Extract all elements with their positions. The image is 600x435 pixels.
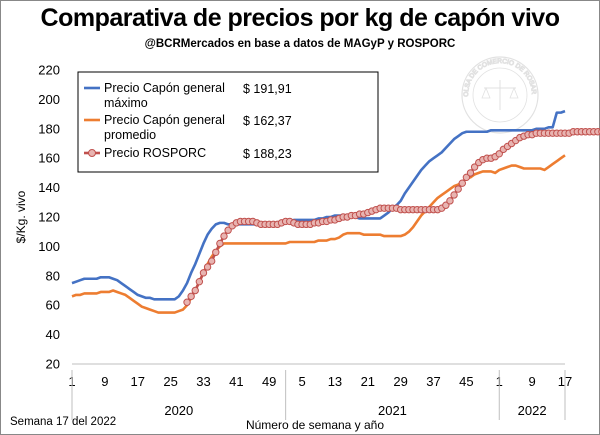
- series-marker: [207, 257, 216, 265]
- legend-label-3: Precio ROSPORC: [104, 146, 206, 160]
- legend-marker: [88, 149, 96, 157]
- series-marker: [466, 169, 475, 177]
- legend-box: [77, 71, 379, 173]
- year-label: 2022: [518, 403, 547, 418]
- y-tick-label: 200: [38, 92, 60, 107]
- legend-value-2: $ 162,37: [243, 114, 292, 128]
- series-marker: [183, 298, 191, 306]
- y-axis-label: $/Kg. vivo: [14, 190, 28, 243]
- footer-note: Semana 17 del 2022: [10, 416, 117, 428]
- y-tick-label: 60: [46, 298, 60, 313]
- series-marker: [187, 292, 195, 301]
- y-tick-label: 120: [38, 210, 60, 225]
- x-tick-label: 9: [101, 374, 108, 389]
- x-tick-label: 17: [130, 374, 144, 389]
- legend-label-1: Precio Capón general máximo: [104, 81, 225, 110]
- series-marker: [199, 269, 208, 277]
- chart-series: [71, 109, 600, 314]
- chart-subtitle: @BCRMercados en base a datos de MAGyP y …: [144, 38, 456, 50]
- legend-value-3: $ 188,23: [243, 147, 292, 161]
- legend-value-1: $ 191,91: [243, 82, 292, 96]
- x-tick-label: 49: [262, 374, 276, 389]
- y-tick-label: 100: [38, 239, 60, 254]
- y-tick-label: 180: [38, 121, 60, 136]
- y-tick-label: 80: [46, 268, 60, 283]
- year-label: 2020: [164, 403, 193, 418]
- series-marker: [462, 173, 471, 182]
- series-marker: [191, 286, 199, 295]
- series-marker: [442, 201, 450, 209]
- y-tick-label: 140: [38, 180, 60, 195]
- series-marker: [212, 248, 220, 256]
- y-tick-label: 20: [46, 357, 60, 372]
- x-tick-label: 33: [196, 374, 210, 389]
- x-tick-label: 5: [298, 374, 305, 389]
- chart-title: Comparativa de precios por kg de capón v…: [40, 4, 560, 32]
- x-tick-label: 25: [163, 374, 177, 389]
- series-marker: [458, 179, 466, 187]
- series-marker: [224, 226, 232, 234]
- y-tick-label: 160: [38, 151, 60, 166]
- x-tick-label: 21: [361, 374, 375, 389]
- series-marker: [220, 232, 228, 240]
- series-marker: [216, 239, 224, 248]
- series-marker: [470, 163, 479, 171]
- chart-legend: Precio Capón general máximo $ 191,91 Precio…: [77, 71, 379, 173]
- y-tick-label: 220: [38, 63, 60, 78]
- series-marker: [454, 185, 462, 193]
- series-marker: [195, 277, 204, 286]
- x-tick-label: 45: [459, 374, 473, 389]
- chart-axes: 20 40 60 80 100 120 140 160 180 200 220 $/Kg. vivo 1…: [14, 63, 572, 433]
- legend-label-2: Precio Capón general promedio: [104, 113, 225, 142]
- series-line-1: [71, 109, 566, 301]
- x-tick-label: 41: [229, 374, 243, 389]
- series-marker: [446, 197, 454, 205]
- x-tick-label: 29: [393, 374, 407, 389]
- series-marker: [495, 150, 503, 158]
- series-line-2: [71, 154, 566, 314]
- x-tick-label: 13: [328, 374, 342, 389]
- series-marker: [450, 191, 458, 199]
- y-tick-label: 40: [46, 327, 60, 342]
- x-axis-label: Número de semana y año: [246, 418, 384, 432]
- year-label: 2021: [378, 403, 407, 418]
- x-tick-label: 9: [529, 374, 536, 389]
- x-tick-label: 37: [426, 374, 440, 389]
- series-marker: [203, 263, 212, 271]
